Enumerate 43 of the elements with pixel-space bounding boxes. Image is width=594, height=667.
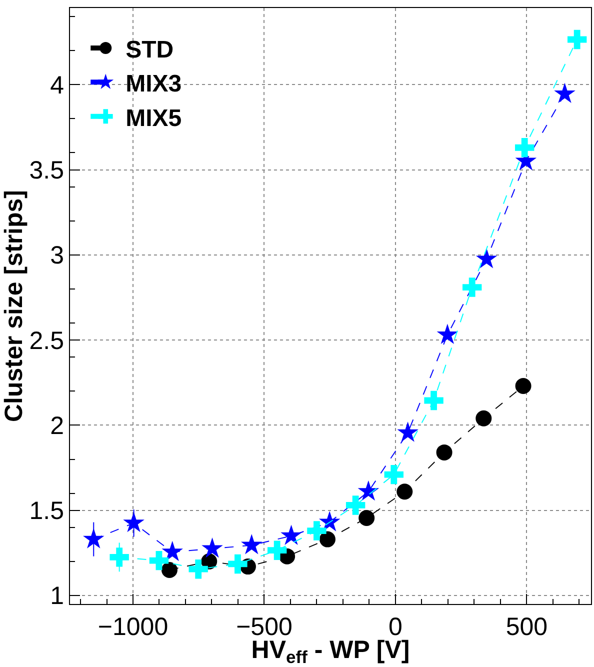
x-tick-label: 500 — [506, 613, 548, 641]
y-tick-label: 3.5 — [29, 156, 64, 185]
point — [476, 248, 498, 268]
point — [149, 550, 169, 570]
point — [307, 521, 326, 540]
point — [396, 484, 413, 500]
y-tick-label: 4 — [50, 71, 64, 100]
point — [476, 410, 492, 426]
point — [123, 512, 144, 532]
y-tick-label: 2.5 — [29, 326, 64, 355]
point — [346, 496, 366, 515]
point — [397, 422, 418, 442]
point — [424, 390, 444, 410]
y-tick-label: 1.5 — [29, 497, 64, 526]
point — [358, 480, 380, 501]
point — [267, 540, 287, 560]
point — [554, 82, 576, 104]
legend-label: MIX3 — [126, 70, 182, 98]
y-tick-label: 2 — [50, 412, 64, 440]
y-tick-label: 3 — [50, 242, 64, 270]
point — [188, 559, 208, 579]
y-axis-title: Cluster size [strips] — [0, 190, 28, 422]
point — [515, 138, 534, 158]
point — [462, 278, 482, 297]
point — [319, 531, 336, 548]
point — [436, 324, 458, 344]
x-tick-label: −1000 — [98, 613, 168, 641]
legend-label: MIX5 — [126, 104, 182, 132]
point — [162, 540, 184, 562]
point — [202, 537, 223, 558]
point — [240, 534, 262, 554]
legend-label: STD — [126, 36, 174, 64]
point — [161, 562, 178, 578]
point — [436, 444, 452, 460]
point — [358, 510, 375, 526]
point — [567, 30, 587, 50]
point — [280, 524, 302, 545]
y-tick-label: 1 — [50, 582, 64, 610]
point — [110, 548, 129, 567]
point — [228, 554, 248, 574]
point — [384, 464, 404, 484]
point — [82, 528, 104, 548]
point — [515, 378, 532, 394]
